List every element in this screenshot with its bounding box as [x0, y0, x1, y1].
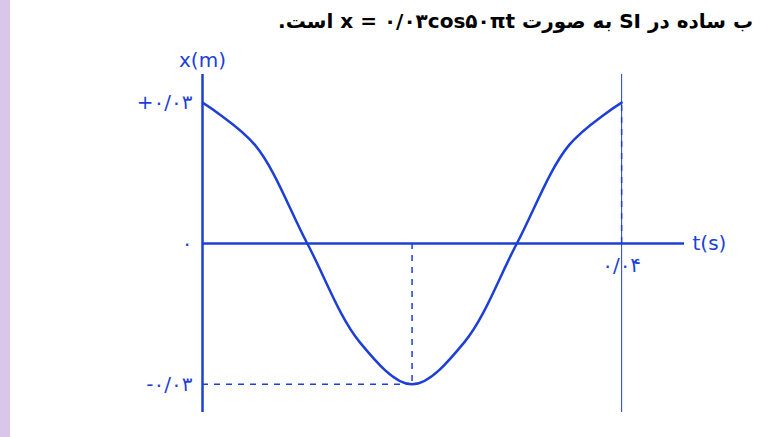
svg-text:۰: ۰ [182, 231, 193, 255]
svg-text:۰/۰۴: ۰/۰۴ [602, 253, 641, 277]
svg-text:t(s): t(s) [693, 231, 727, 255]
html-text:ب ساده در SI به صورت x = ۰/۰۳c: ب ساده در SI به صورت x = ۰/۰۳cos۵۰πt است… [278, 9, 753, 33]
svg-text:x(m): x(m) [179, 48, 226, 72]
svg-text:-۰/۰۳: -۰/۰۳ [146, 372, 192, 396]
svg-text:+۰/۰۳: +۰/۰۳ [137, 90, 193, 114]
